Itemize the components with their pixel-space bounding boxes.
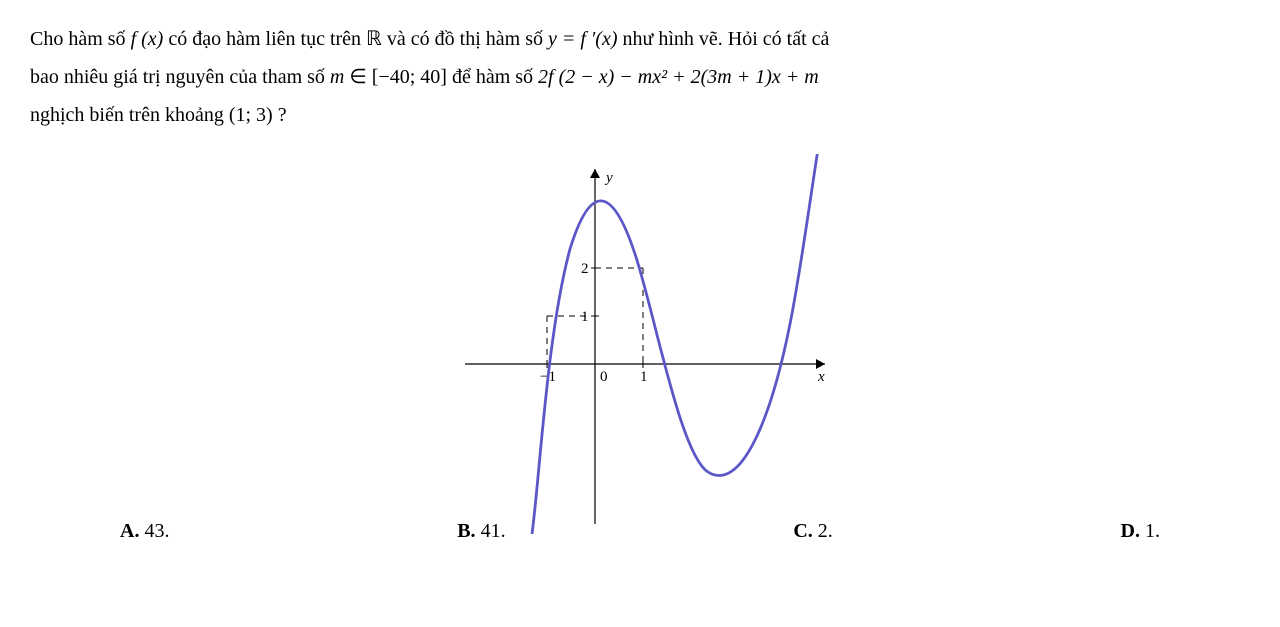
math-m: m	[330, 66, 344, 88]
interval: [−40; 40]	[372, 66, 447, 88]
set-R: ℝ	[366, 28, 382, 50]
interval: (1; 3)	[229, 104, 273, 126]
xtick-1: 1	[640, 369, 648, 385]
axes	[465, 169, 825, 524]
option-value: 2.	[818, 520, 833, 542]
option-A: A. 43.	[120, 520, 169, 543]
text: để hàm số	[452, 66, 538, 88]
option-letter: B.	[457, 520, 475, 542]
curve	[532, 154, 818, 534]
option-letter: D.	[1121, 520, 1140, 542]
math-expr: 2f (2 − x) − mx² + 2(3m + 1)x + m	[538, 66, 819, 88]
axis-labels: −1 0 1 1 2 y x	[540, 170, 825, 385]
text: có đạo hàm liên tục trên	[168, 28, 366, 50]
ytick-1: 1	[581, 309, 589, 325]
text: như hình vẽ. Hỏi có tất cả	[623, 28, 830, 50]
text: ∈	[349, 66, 371, 88]
option-value: 43.	[144, 520, 169, 542]
text: ?	[278, 104, 287, 126]
question-text: Cho hàm số f (x) có đạo hàm liên tục trê…	[30, 20, 1250, 134]
option-C: C. 2.	[793, 520, 832, 543]
derivative-graph: −1 0 1 1 2 y x	[440, 154, 840, 534]
origin-label: 0	[600, 369, 608, 385]
graph-container: −1 0 1 1 2 y x	[30, 154, 1250, 540]
option-B: B. 41.	[457, 520, 505, 543]
y-axis-label: y	[604, 170, 613, 186]
x-axis-label: x	[817, 369, 825, 385]
text: bao nhiêu giá trị nguyên của tham số	[30, 66, 330, 88]
math-eq: y = f ′(x)	[548, 28, 618, 50]
option-value: 1.	[1145, 520, 1160, 542]
ytick-2: 2	[581, 261, 589, 277]
text: Cho hàm số	[30, 28, 131, 50]
text: và có đồ thị hàm số	[387, 28, 548, 50]
option-D: D. 1.	[1121, 520, 1160, 543]
option-letter: C.	[793, 520, 812, 542]
option-letter: A.	[120, 520, 139, 542]
option-value: 41.	[481, 520, 506, 542]
text: nghịch biến trên khoảng	[30, 104, 229, 126]
math-fx: f (x)	[131, 28, 164, 50]
